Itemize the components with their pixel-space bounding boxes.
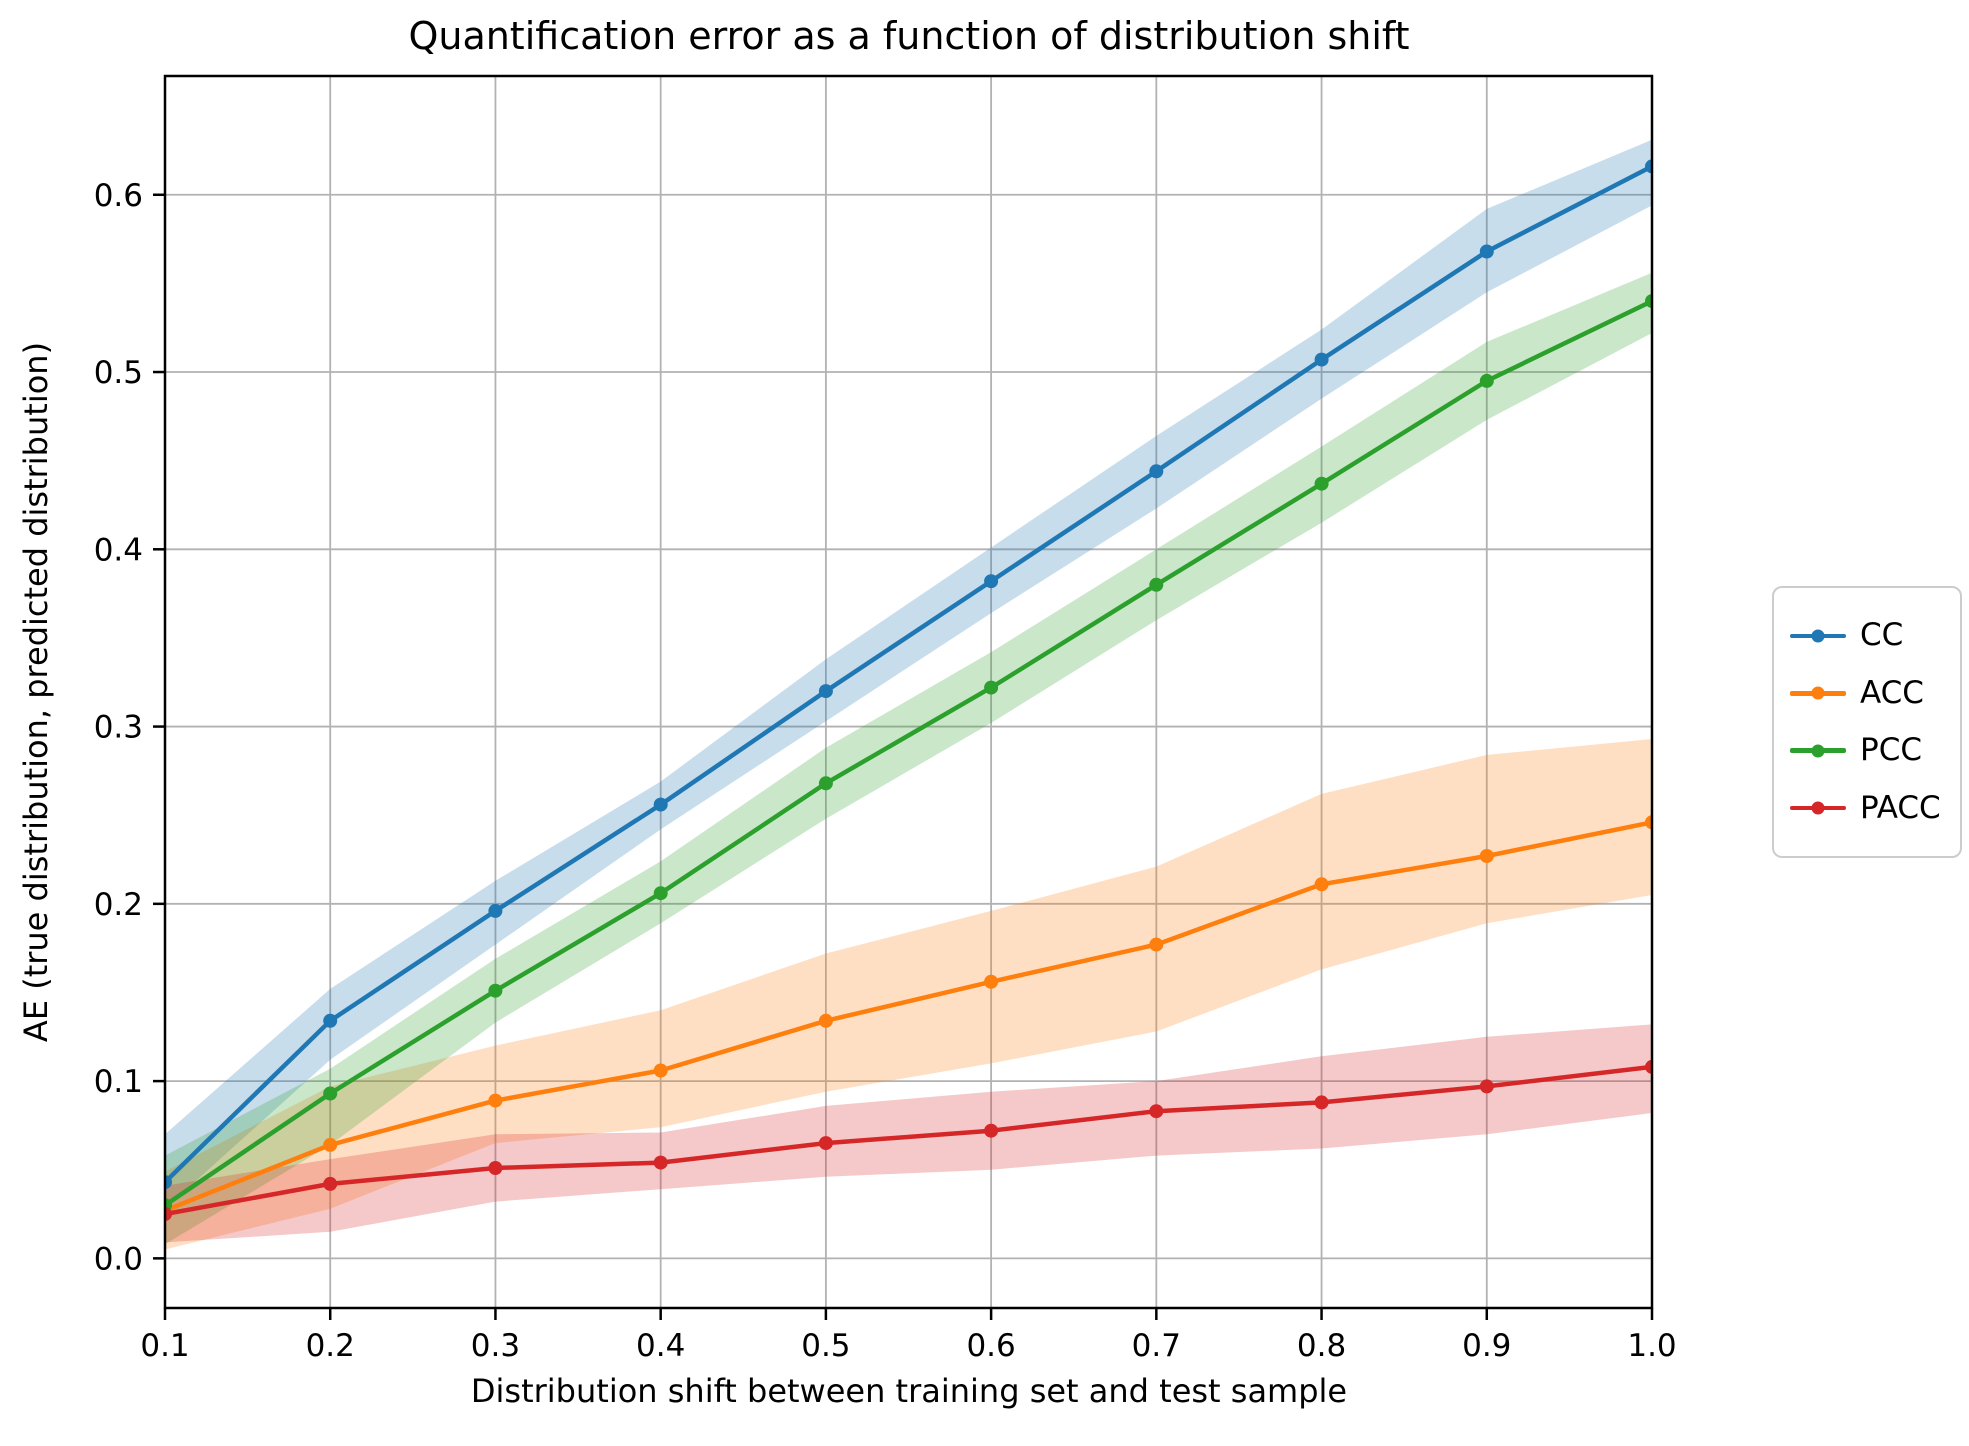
marker-PCC bbox=[1645, 294, 1652, 309]
y-axis-label: AE (true distribution, predicted distrib… bbox=[17, 341, 55, 1043]
plot-border bbox=[163, 74, 1654, 1310]
marker-CC bbox=[653, 797, 668, 812]
marker-PACC bbox=[1314, 1095, 1329, 1110]
marker-PCC bbox=[984, 680, 999, 695]
marker-ACC bbox=[1314, 877, 1329, 892]
line-ACC bbox=[165, 820, 1652, 1213]
band-ACC bbox=[165, 739, 1652, 1250]
marker-PACC bbox=[1149, 1104, 1164, 1119]
svg-text:0.0: 0.0 bbox=[94, 1241, 143, 1277]
svg-text:0.1: 0.1 bbox=[140, 1328, 189, 1364]
svg-text:0.5: 0.5 bbox=[801, 1328, 850, 1364]
svg-text:0.7: 0.7 bbox=[1132, 1328, 1181, 1364]
legend-line-sample-pacc bbox=[1790, 801, 1846, 815]
series-layer bbox=[165, 159, 1652, 1221]
marker-ACC bbox=[488, 1093, 503, 1108]
legend-label-acc: ACC bbox=[1860, 674, 1924, 711]
marker-PACC bbox=[653, 1155, 668, 1170]
svg-text:0.2: 0.2 bbox=[94, 887, 143, 923]
svg-text:0.8: 0.8 bbox=[1297, 1328, 1346, 1364]
marker-CC bbox=[1645, 159, 1652, 174]
legend-item-pcc: PCC bbox=[1790, 735, 1960, 766]
marker-ACC bbox=[984, 974, 999, 989]
x-axis-label: Distribution shift between training set … bbox=[470, 1372, 1348, 1410]
marker-CC bbox=[1149, 464, 1164, 479]
marker-PACC bbox=[818, 1136, 833, 1151]
marker-CC bbox=[165, 1175, 172, 1190]
marker-ACC bbox=[818, 1013, 833, 1028]
marker-CC bbox=[984, 574, 999, 589]
svg-text:0.1: 0.1 bbox=[94, 1064, 143, 1100]
band-CC bbox=[165, 139, 1652, 1209]
legend-line-sample-acc bbox=[1790, 686, 1846, 700]
legend-line-sample-pcc bbox=[1790, 744, 1846, 758]
marker-PCC bbox=[1314, 476, 1329, 491]
legend-item-cc: CC bbox=[1790, 620, 1960, 651]
legend-marker-acc bbox=[1811, 686, 1825, 700]
legend-label-pacc: PACC bbox=[1860, 789, 1941, 826]
marker-CC bbox=[818, 684, 833, 699]
svg-text:0.2: 0.2 bbox=[306, 1328, 355, 1364]
line-PCC bbox=[165, 298, 1652, 1208]
svg-text:0.5: 0.5 bbox=[94, 355, 143, 391]
svg-text:0.3: 0.3 bbox=[471, 1328, 520, 1364]
legend-item-acc: ACC bbox=[1790, 674, 1960, 711]
svg-text:1.0: 1.0 bbox=[1627, 1328, 1676, 1364]
svg-text:0.6: 0.6 bbox=[94, 178, 143, 214]
marker-ACC bbox=[1645, 815, 1652, 830]
legend: CC ACC PCC PACC bbox=[1772, 586, 1962, 858]
marker-CC bbox=[488, 903, 503, 918]
line-PACC bbox=[165, 1064, 1652, 1217]
marker-PACC bbox=[323, 1176, 338, 1191]
marker-PCC bbox=[323, 1086, 338, 1101]
legend-item-pacc: PACC bbox=[1790, 789, 1960, 826]
tick-layer bbox=[153, 193, 1654, 1320]
x-tick-labels: 0.1 0.2 0.3 0.4 0.5 0.6 0.7 0.8 0.9 1.0 bbox=[140, 1328, 1676, 1364]
legend-label-cc: CC bbox=[1860, 617, 1904, 654]
svg-text:0.6: 0.6 bbox=[966, 1328, 1015, 1364]
marker-PACC bbox=[1645, 1059, 1652, 1074]
band-PCC bbox=[165, 272, 1652, 1245]
svg-text:0.9: 0.9 bbox=[1462, 1328, 1511, 1364]
legend-marker-pcc bbox=[1811, 744, 1825, 758]
marker-CC bbox=[1479, 244, 1494, 259]
marker-ACC bbox=[653, 1063, 668, 1078]
marker-PCC bbox=[818, 776, 833, 791]
marker-PACC bbox=[488, 1161, 503, 1175]
marker-PACC bbox=[1479, 1079, 1494, 1094]
marker-ACC bbox=[1479, 849, 1494, 863]
band-PACC bbox=[165, 1024, 1652, 1243]
marker-PCC bbox=[1479, 373, 1494, 388]
marker-CC bbox=[323, 1013, 338, 1028]
legend-line-sample-cc bbox=[1790, 629, 1846, 643]
legend-marker-cc bbox=[1811, 629, 1825, 643]
marker-PACC bbox=[165, 1207, 172, 1221]
marker-PCC bbox=[653, 886, 668, 901]
svg-text:0.4: 0.4 bbox=[636, 1328, 685, 1364]
y-tick-labels: 0.0 0.1 0.2 0.3 0.4 0.5 0.6 bbox=[94, 178, 143, 1278]
marker-PCC bbox=[1149, 577, 1164, 592]
marker-ACC bbox=[323, 1137, 338, 1152]
svg-text:0.4: 0.4 bbox=[94, 532, 143, 568]
chart-title: Quantification error as a function of di… bbox=[408, 14, 1410, 58]
marker-PACC bbox=[984, 1123, 999, 1138]
legend-label-pcc: PCC bbox=[1860, 732, 1922, 769]
svg-text:0.3: 0.3 bbox=[94, 710, 143, 746]
line-CC bbox=[165, 164, 1652, 1185]
marker-CC bbox=[1314, 352, 1329, 367]
marker-ACC bbox=[1149, 937, 1164, 952]
marker-PCC bbox=[488, 983, 503, 998]
legend-marker-pacc bbox=[1811, 801, 1825, 815]
band-layer bbox=[165, 139, 1652, 1250]
